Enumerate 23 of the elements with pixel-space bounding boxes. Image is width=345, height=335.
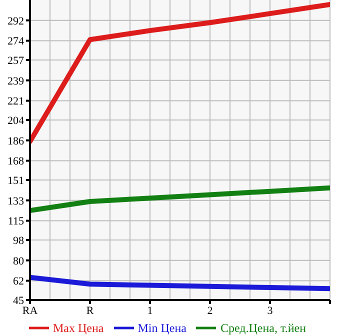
x-tick-label: RA (22, 304, 38, 317)
y-tick-label: 151 (8, 174, 24, 187)
legend-label: Min Цена (138, 320, 186, 335)
x-tick-label: 1 (147, 304, 153, 317)
legend-label: Max Цена (52, 320, 104, 335)
y-tick-label: 274 (8, 36, 24, 48)
y-tick-label: 133 (8, 195, 24, 208)
y-tick-label: 204 (8, 114, 24, 127)
y-tick-label: 239 (8, 75, 24, 88)
x-tick-label: R (86, 304, 94, 317)
y-tick-label: 98 (13, 234, 24, 247)
y-tick-label: 62 (13, 276, 24, 288)
y-tick-label: 45 (13, 294, 24, 307)
y-tick-label: 221 (8, 96, 24, 108)
y-tick-label: 257 (8, 54, 24, 67)
y-tick-label: 80 (13, 255, 24, 268)
x-tick-label: 2 (207, 304, 213, 317)
y-tick-label: 292 (8, 15, 24, 28)
y-tick-label: 168 (8, 156, 24, 168)
y-tick-label: 115 (8, 216, 24, 228)
x-tick-label: 3 (267, 304, 274, 317)
legend-label: Сред.Цена, т.йен (220, 320, 306, 335)
y-tick-label: 186 (8, 135, 24, 148)
